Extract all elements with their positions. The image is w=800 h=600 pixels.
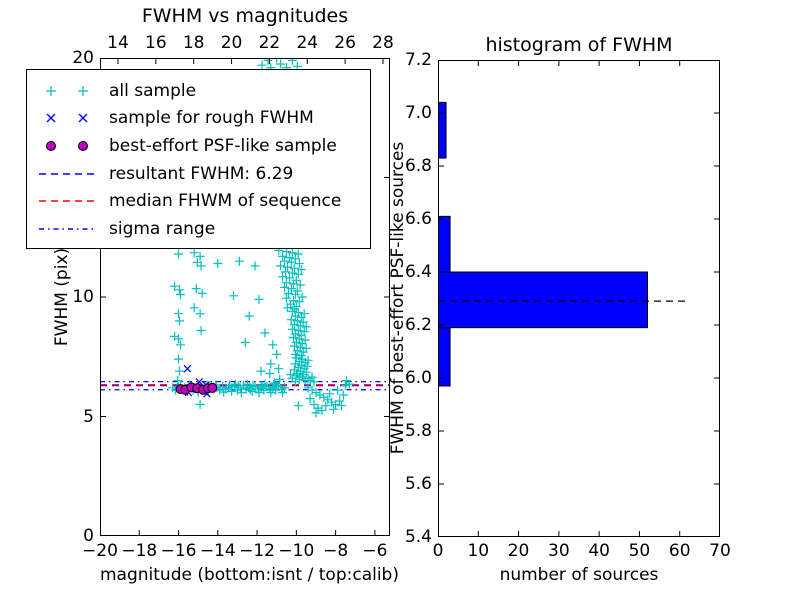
- legend-label: sigma range: [109, 218, 216, 239]
- left-xtick-label: −8: [323, 541, 349, 561]
- left-ytick-label: 10: [72, 287, 94, 307]
- left-plot-title: FWHM vs magnitudes: [141, 5, 349, 27]
- marker-circle: [207, 382, 218, 393]
- right-xtick-label: 30: [548, 541, 570, 561]
- right-ytick-label: 6.8: [404, 156, 432, 176]
- right-xtick-label: 60: [668, 541, 691, 561]
- legend-label: sample for rough FWHM: [109, 108, 314, 129]
- left-xtick-label: −18: [121, 541, 158, 561]
- left-xtick-label: −14: [199, 541, 236, 561]
- right-ytick-label: 6.6: [404, 209, 432, 229]
- legend-marker-plus-icon: [46, 85, 88, 96]
- right-xtick-label: 0: [432, 541, 444, 561]
- legend-item-1: sample for rough FWHM: [37, 105, 362, 133]
- right-ytick-label: 6.4: [404, 262, 432, 282]
- right-plot-ylabel: FWHM of best-effort PSF-like sources: [388, 141, 408, 455]
- hist-bar: [438, 101, 447, 159]
- right-ytick-label: 5.6: [404, 474, 432, 494]
- legend-marker-x-icon: [46, 113, 88, 123]
- left-top-xtick-label: 14: [107, 33, 129, 53]
- left-top-xtick-label: 28: [372, 33, 394, 53]
- right-xtick-label: 70: [709, 541, 731, 561]
- left-xtick-label: −10: [278, 541, 315, 561]
- right-ytick-label: 6.0: [404, 368, 432, 388]
- left-top-xtick-label: 16: [145, 33, 167, 53]
- legend-label: resultant FWHM: 6.29: [109, 163, 294, 184]
- left-top-xtick-label: 24: [296, 33, 319, 53]
- hist-bar: [438, 271, 648, 329]
- right-ytick-label: 6.2: [404, 315, 432, 335]
- right-plot-title: histogram of FWHM: [485, 34, 673, 56]
- right-xtick-label: 50: [628, 541, 651, 561]
- hist-bar: [438, 327, 451, 387]
- legend-item-3: resultant FWHM: 6.29: [37, 160, 362, 188]
- left-xtick-label: −20: [82, 541, 118, 561]
- left-xtick-label: −12: [239, 541, 276, 561]
- legend-item-4: median FHWM of sequence: [37, 187, 362, 215]
- right-plot-xlabel: number of sources: [499, 565, 659, 585]
- left-top-xtick-label: 18: [182, 33, 205, 53]
- right-ytick-label: 7.2: [404, 50, 432, 70]
- legend: all sample sample for rough FWHM best-effo…: [26, 69, 371, 249]
- right-xtick-label: 40: [588, 541, 610, 561]
- legend-item-5: sigma range: [37, 215, 362, 243]
- hist-bar: [438, 215, 451, 273]
- right-ytick-label: 5.8: [404, 421, 432, 441]
- left-ytick-label: 20: [72, 48, 94, 68]
- left-top-xtick-label: 20: [220, 33, 243, 53]
- left-plot-frame: [100, 58, 390, 536]
- legend-marker-dashed-line-icon: [39, 172, 95, 175]
- legend-marker-dashdot-line-icon: [39, 228, 95, 230]
- legend-marker-circle-icon: [46, 140, 88, 151]
- left-ytick-label: 0: [83, 526, 94, 546]
- legend-label: all sample: [109, 80, 197, 101]
- right-xtick-label: 10: [467, 541, 490, 561]
- legend-marker-dashed-line-icon: [39, 200, 95, 202]
- left-xtick-label: −6: [362, 541, 388, 561]
- left-top-xtick-label: 22: [258, 33, 281, 53]
- legend-item-2: best-effort PSF-like sample: [37, 132, 362, 160]
- right-ytick-label: 5.4: [404, 527, 432, 547]
- legend-item-0: all sample: [37, 77, 362, 105]
- right-ytick-label: 7.0: [404, 103, 432, 123]
- right-xtick-label: 20: [507, 541, 530, 561]
- left-xtick-label: −16: [160, 541, 197, 561]
- right-plot-area: [438, 60, 720, 537]
- left-plot-area: [100, 58, 390, 536]
- left-ytick-label: 5: [83, 406, 94, 427]
- left-top-xtick-label: 26: [334, 33, 356, 53]
- left-plot-xlabel: magnitude (bottom:isnt / top:calib): [100, 565, 399, 585]
- legend-label: best-effort PSF-like sample: [109, 135, 337, 156]
- left-plot-ylabel: FWHM (pix): [52, 247, 72, 347]
- legend-label: median FHWM of sequence: [109, 191, 342, 212]
- right-plot-frame: [438, 60, 720, 537]
